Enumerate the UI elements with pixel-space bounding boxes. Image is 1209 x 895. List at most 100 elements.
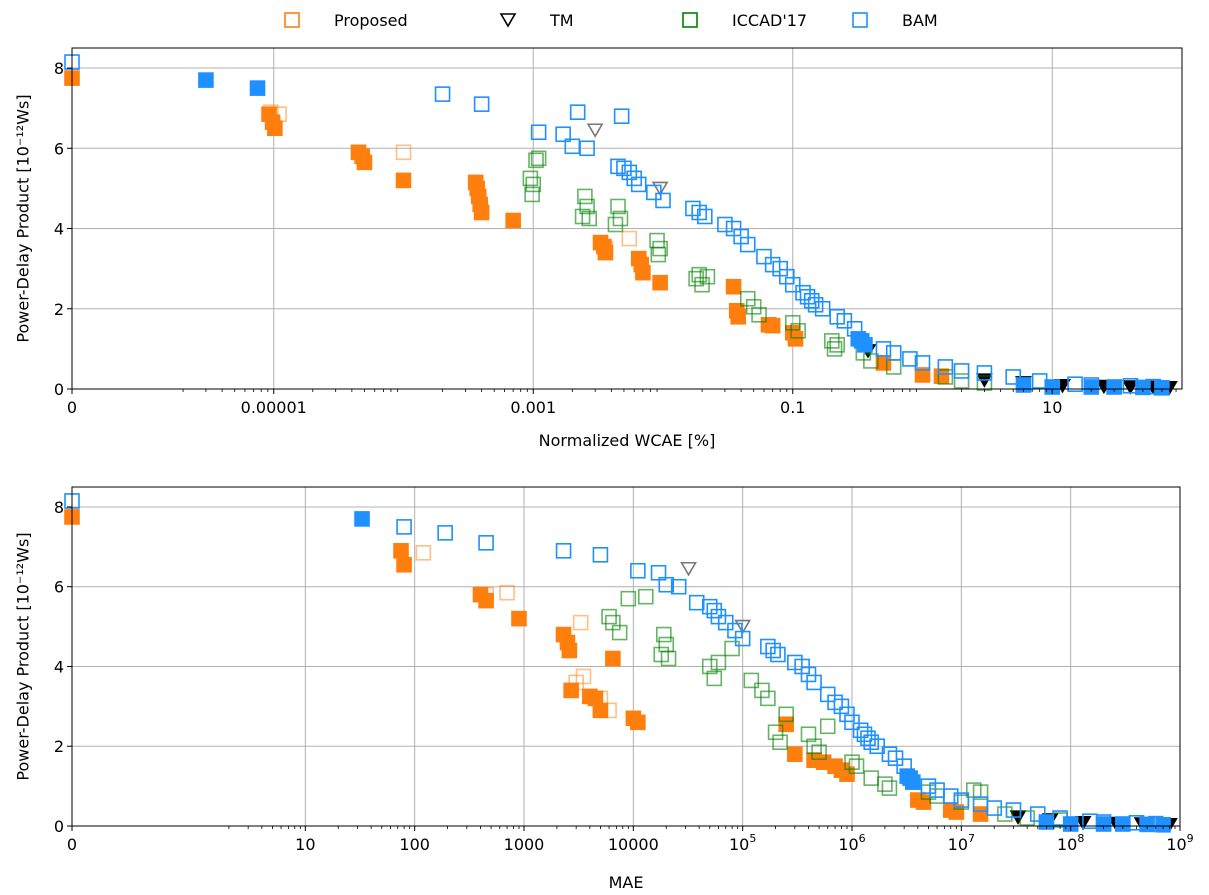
point-iccad-17-square-open <box>656 626 672 643</box>
point-iccad-17-square-open <box>937 369 954 385</box>
axes-frame-wcae <box>71 47 1183 390</box>
point-iccad-17-square-open <box>811 744 827 761</box>
legend-item-bam: BAM <box>852 11 938 30</box>
point-iccad-17-square-open <box>652 240 668 257</box>
y-tick-label: 0 <box>54 380 64 399</box>
x-tick-label: 0 <box>67 398 77 417</box>
point-bam-square-open <box>437 525 453 541</box>
point-iccad-17-square-open <box>637 588 654 605</box>
point-proposed-square-solid <box>396 556 412 573</box>
point-bam-square-open <box>621 164 638 181</box>
point-tm-triangle-open <box>680 561 697 577</box>
point-iccad-17-square-open <box>997 806 1013 822</box>
series-bam-square-solid <box>354 511 1171 833</box>
legend-marker <box>499 13 517 28</box>
point-bam-square-open <box>613 108 630 124</box>
point-bam-square-open <box>784 276 801 293</box>
legend-marker <box>852 12 868 28</box>
point-bam-square-solid <box>1083 379 1100 395</box>
point-iccad-17-square-open <box>826 341 843 357</box>
point-iccad-17-square-open <box>620 590 637 607</box>
panel-wcae: 0 2 4 6 8 0 0.00001 0.001 0.1 10 Normalized WCAE … <box>14 47 1183 450</box>
point-proposed-square-solid <box>393 543 409 559</box>
point-bam-square-open <box>717 216 733 233</box>
series-bam-square-solid <box>198 72 1170 396</box>
point-iccad-17-square-open <box>739 290 756 307</box>
point-bam-square-open <box>844 714 860 731</box>
point-iccad-17-square-open <box>863 353 879 369</box>
y-tick-label: 4 <box>54 657 64 676</box>
point-bam-square-open <box>691 204 707 221</box>
point-iccad-17-square-open <box>751 306 767 323</box>
point-iccad-17-square-open <box>530 150 547 167</box>
series-bam-square-open <box>64 54 1162 395</box>
point-proposed-square-solid <box>605 650 621 667</box>
point-bam-square-open <box>1005 369 1021 385</box>
point-tm-triangle-open <box>734 619 752 635</box>
point-bam-square-solid <box>1154 379 1170 396</box>
series-tm-triangle-open <box>680 561 752 635</box>
point-tm-triangle-open <box>586 123 604 138</box>
legend-label: ICCAD'17 <box>732 11 807 30</box>
point-proposed-square-solid <box>511 610 527 627</box>
x-tick-label: 0 <box>67 835 77 854</box>
point-bam-square-open <box>765 642 781 659</box>
point-bam-square-open <box>734 630 751 647</box>
y-axis-label-wcae: Power-Delay Product [10⁻¹²Ws] <box>14 94 33 342</box>
point-iccad-17-square-open <box>778 706 794 723</box>
point-proposed-square-open <box>572 614 589 631</box>
point-iccad-17-square-open <box>650 246 667 263</box>
series-proposed-square-open <box>263 104 638 257</box>
point-bam-square-open <box>473 96 490 112</box>
grid-mae <box>71 487 1181 827</box>
point-iccad-17-square-open <box>691 266 707 283</box>
point-bam-square-open <box>756 248 772 265</box>
point-iccad-17-square-open <box>649 232 665 249</box>
point-bam-square-open <box>697 208 713 225</box>
point-iccad-17-square-open <box>612 210 629 227</box>
point-proposed-square-solid <box>597 244 614 261</box>
point-bam-square-open <box>833 698 850 715</box>
point-iccad-17-square-open <box>601 608 617 625</box>
point-iccad-17-square-open <box>611 624 628 641</box>
legend-label: TM <box>549 11 574 30</box>
point-bam-square-solid <box>1135 379 1151 396</box>
point-bam-square-open <box>920 778 937 794</box>
point-bam-square-open <box>760 638 776 655</box>
legend-label: Proposed <box>334 11 408 30</box>
point-bam-square-open <box>770 646 786 663</box>
ticks-mae: 0 2 4 6 8 0 10 100 1000 10000 105 106 107 108 109 <box>54 498 1194 854</box>
point-bam-square-open <box>592 546 609 563</box>
point-bam-square-open <box>616 160 632 177</box>
x-tick-label: 1000 <box>504 835 545 854</box>
point-iccad-17-square-open <box>760 690 776 707</box>
x-tick-label: 105 <box>729 832 756 854</box>
point-iccad-17-square-open <box>806 738 822 755</box>
legend-marker <box>284 12 300 28</box>
point-bam-square-solid <box>1095 816 1112 832</box>
point-bam-square-open <box>610 158 626 175</box>
point-proposed-square-solid <box>478 592 494 609</box>
point-iccad-17-square-open <box>699 268 716 285</box>
point-iccad-17-square-open <box>525 176 542 193</box>
point-bam-square-open <box>1067 376 1083 392</box>
point-bam-square-open <box>953 363 970 379</box>
point-iccad-17-square-open <box>706 670 723 687</box>
x-tick-label: 107 <box>948 832 975 854</box>
point-bam-square-open <box>942 788 959 804</box>
point-iccad-17-square-open <box>881 780 898 796</box>
point-bam-square-open <box>875 341 892 357</box>
y-tick-label: 2 <box>54 737 64 756</box>
point-bam-square-open <box>579 140 595 157</box>
point-proposed-square-solid <box>933 368 950 384</box>
point-proposed-square-solid <box>915 794 932 810</box>
point-bam-square-open <box>869 738 885 755</box>
point-bam-square-open <box>937 359 954 375</box>
point-proposed-square-solid <box>787 331 804 347</box>
point-iccad-17-square-open <box>577 188 593 205</box>
series-proposed-square-solid <box>64 509 989 822</box>
y-tick-label: 8 <box>54 59 64 78</box>
point-bam-square-open <box>887 750 904 767</box>
y-tick-label: 4 <box>54 220 64 239</box>
point-proposed-square-solid <box>395 172 412 189</box>
